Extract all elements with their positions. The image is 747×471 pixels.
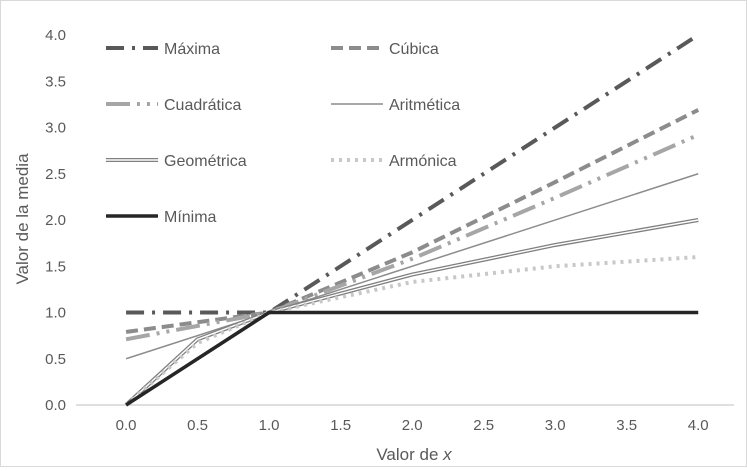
series-2-line	[125, 108, 700, 334]
legend-item-7: Mínima	[106, 209, 217, 226]
x-tick-label: 0.5	[187, 417, 208, 434]
series-4-line	[125, 173, 699, 360]
legend-item-1-label: Máxima	[164, 41, 220, 58]
legend-item-5: Geométrica	[106, 153, 247, 170]
legend-item-7-label: Mínima	[164, 209, 217, 226]
series-3	[125, 133, 700, 342]
legend-item-5-label: Geométrica	[164, 153, 247, 170]
x-tick-label: 1.0	[259, 417, 280, 434]
series-1	[126, 33, 700, 315]
x-tick-label: 0.0	[116, 417, 137, 434]
legend: Máxima Cúbica Cuadrática Aritmética Geométri…	[106, 41, 460, 226]
series-3-line	[125, 133, 700, 342]
y-tick-label: 4.0	[45, 27, 66, 44]
x-tick-label: 1.5	[330, 417, 351, 434]
axes: 0.0 0.5 1.0 1.5 2.0 2.5 3.0 3.5 4.0 0.0 0.5 1.0 1.5 2…	[45, 27, 734, 434]
series-7-line	[125, 310, 699, 407]
legend-item-1: Máxima	[106, 41, 220, 58]
legend-item-3: Cuadrática	[106, 97, 241, 114]
y-tick-label: 0.0	[45, 397, 66, 414]
series-2	[125, 108, 700, 334]
series-5	[124, 218, 699, 407]
x-axis-title: Valor de x	[376, 445, 452, 464]
y-tick-label: 2.0	[45, 212, 66, 229]
y-tick-label: 3.5	[45, 73, 66, 90]
y-tick-label: 0.5	[45, 351, 66, 368]
x-tick-label: 4.0	[688, 417, 709, 434]
series-5-line-inner	[125, 219, 699, 406]
series-1-line	[126, 33, 700, 315]
y-tick-label: 1.5	[45, 258, 66, 275]
y-tick-label: 2.5	[45, 166, 66, 183]
y-tick-label: 3.0	[45, 120, 66, 137]
legend-item-4: Aritmética	[331, 97, 460, 114]
series-4	[125, 173, 699, 360]
x-tick-label: 2.5	[473, 417, 494, 434]
legend-item-6: Armónica	[331, 153, 457, 170]
x-tick-label: 3.5	[616, 417, 637, 434]
x-tick-label: 3.0	[545, 417, 566, 434]
x-tick-label: 2.0	[402, 417, 423, 434]
series-7	[125, 310, 699, 407]
legend-item-6-label: Armónica	[389, 153, 457, 170]
x-axis-title-variable: x	[442, 445, 452, 464]
series-layer	[124, 33, 700, 407]
y-axis-title: Valor de la media	[13, 153, 32, 285]
legend-item-3-label: Cuadrática	[164, 97, 241, 114]
x-axis-title-prefix: Valor de	[376, 445, 443, 464]
legend-item-2-label: Cúbica	[389, 41, 439, 58]
legend-item-2: Cúbica	[331, 41, 439, 58]
y-tick-label: 1.0	[45, 305, 66, 322]
legend-item-4-label: Aritmética	[389, 97, 460, 114]
